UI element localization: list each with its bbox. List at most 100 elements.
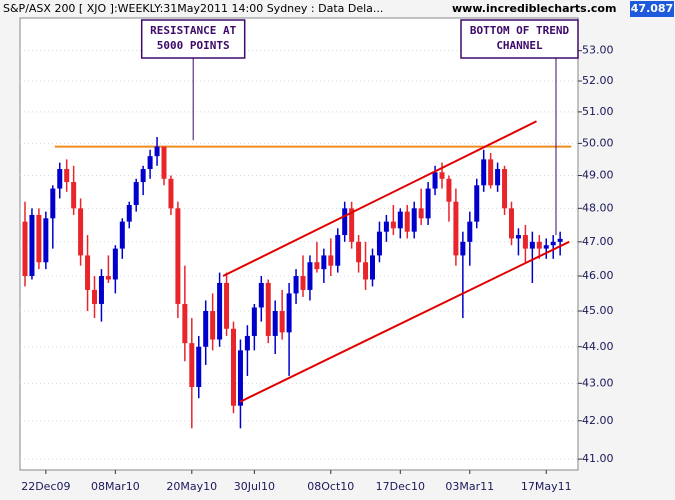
- candle-body: [133, 182, 139, 206]
- candle-body: [224, 282, 230, 329]
- candle-body: [272, 310, 278, 336]
- x-tick-label: 17May11: [521, 480, 572, 493]
- x-tick-label: 22Dec09: [21, 480, 70, 493]
- candle-body: [529, 241, 535, 249]
- candle-body: [105, 276, 111, 280]
- y-tick-label: 41.00: [582, 452, 614, 465]
- candle-body: [418, 208, 424, 219]
- candle-body: [85, 255, 91, 290]
- candle-body: [196, 346, 202, 388]
- y-tick-label: 50.00: [582, 136, 614, 149]
- candle-body: [203, 310, 209, 347]
- candle-body: [328, 255, 334, 266]
- y-tick-label: 46.00: [582, 269, 614, 282]
- candle-body: [36, 214, 42, 263]
- candle-body: [258, 282, 264, 308]
- candle-body: [154, 146, 160, 157]
- y-tick-label: 51.00: [582, 105, 614, 118]
- candle-body: [509, 208, 514, 239]
- candle-body: [397, 211, 403, 229]
- candle-body: [460, 241, 466, 256]
- y-tick-label: 53.00: [582, 44, 614, 57]
- candle-body: [349, 208, 355, 242]
- candle-body: [335, 235, 341, 266]
- x-tick-label: 17Dec10: [376, 480, 425, 493]
- candle-body: [515, 235, 521, 239]
- price-badge: [630, 1, 674, 17]
- candle-body: [467, 221, 473, 242]
- candle-body: [300, 276, 306, 290]
- candle-body: [112, 248, 118, 280]
- candle-body: [29, 214, 35, 277]
- callout-text: CHANNEL: [496, 39, 543, 52]
- candle-body: [231, 328, 236, 406]
- candle-body: [383, 221, 389, 232]
- candle-body: [161, 146, 167, 179]
- candle-body: [363, 262, 369, 280]
- x-tick-label: 20May10: [166, 480, 217, 493]
- candle-body: [98, 276, 104, 304]
- candle-body: [286, 293, 292, 333]
- candle-body: [439, 172, 445, 179]
- trend-line: [222, 120, 537, 277]
- candle-body: [78, 208, 84, 256]
- candle-body: [536, 241, 542, 249]
- candle-body: [425, 188, 431, 219]
- candle-body: [314, 262, 320, 270]
- source: www.incrediblecharts.com: [452, 2, 616, 15]
- candle-body: [140, 169, 146, 183]
- last-price: 47.087: [631, 2, 673, 15]
- candle-body: [50, 188, 56, 219]
- plot-area: [19, 17, 579, 471]
- y-tick-label: 44.00: [582, 340, 614, 353]
- candle-body: [168, 178, 174, 209]
- x-tick-label: 08Mar10: [91, 480, 140, 493]
- candle-body: [57, 169, 63, 189]
- candle-body: [342, 208, 348, 236]
- y-tick-label: 43.00: [582, 376, 614, 389]
- candle-body: [189, 343, 195, 388]
- candle-body: [481, 159, 487, 186]
- candle-body: [64, 169, 70, 183]
- callout-text: RESISTANCE AT: [150, 24, 236, 37]
- trend-line: [239, 240, 570, 403]
- candle-body: [522, 235, 528, 249]
- callout-text: BOTTOM OF TREND: [470, 24, 570, 37]
- candle-body: [210, 310, 216, 340]
- candle-body: [502, 169, 508, 209]
- candle-body: [265, 282, 271, 336]
- chart-title: S&P/ASX 200 [ XJO ]:WEEKLY:31May2011 14:…: [3, 2, 383, 15]
- candle-body: [557, 238, 563, 242]
- candle-body: [495, 169, 501, 186]
- candle-body: [175, 208, 181, 304]
- candle-body: [432, 172, 438, 189]
- candle-body: [92, 289, 97, 304]
- candle-body: [237, 350, 243, 406]
- candle-body: [370, 255, 375, 280]
- candle-body: [404, 211, 410, 232]
- candle-body: [543, 245, 549, 249]
- candle-body: [182, 303, 188, 344]
- candle-body: [474, 185, 480, 222]
- x-tick-label: 08Oct10: [307, 480, 354, 493]
- x-tick-label: 30Jul10: [234, 480, 275, 493]
- callout-box: [140, 19, 246, 59]
- y-tick-label: 49.00: [582, 169, 614, 182]
- candle-body: [251, 307, 257, 336]
- candle-body: [390, 221, 396, 229]
- candle-body: [126, 205, 132, 222]
- candle-body: [43, 218, 49, 263]
- candle-body: [446, 178, 452, 202]
- y-tick-label: 47.00: [582, 235, 614, 248]
- candle-body: [71, 182, 77, 209]
- candle-body: [307, 262, 313, 290]
- candle-body: [550, 241, 556, 246]
- callout-box: [460, 19, 579, 59]
- candle-body: [22, 221, 28, 277]
- candle-body: [217, 282, 223, 340]
- candle-body: [147, 156, 153, 170]
- candle-body: [376, 231, 382, 256]
- x-tick-label: 03Mar11: [445, 480, 494, 493]
